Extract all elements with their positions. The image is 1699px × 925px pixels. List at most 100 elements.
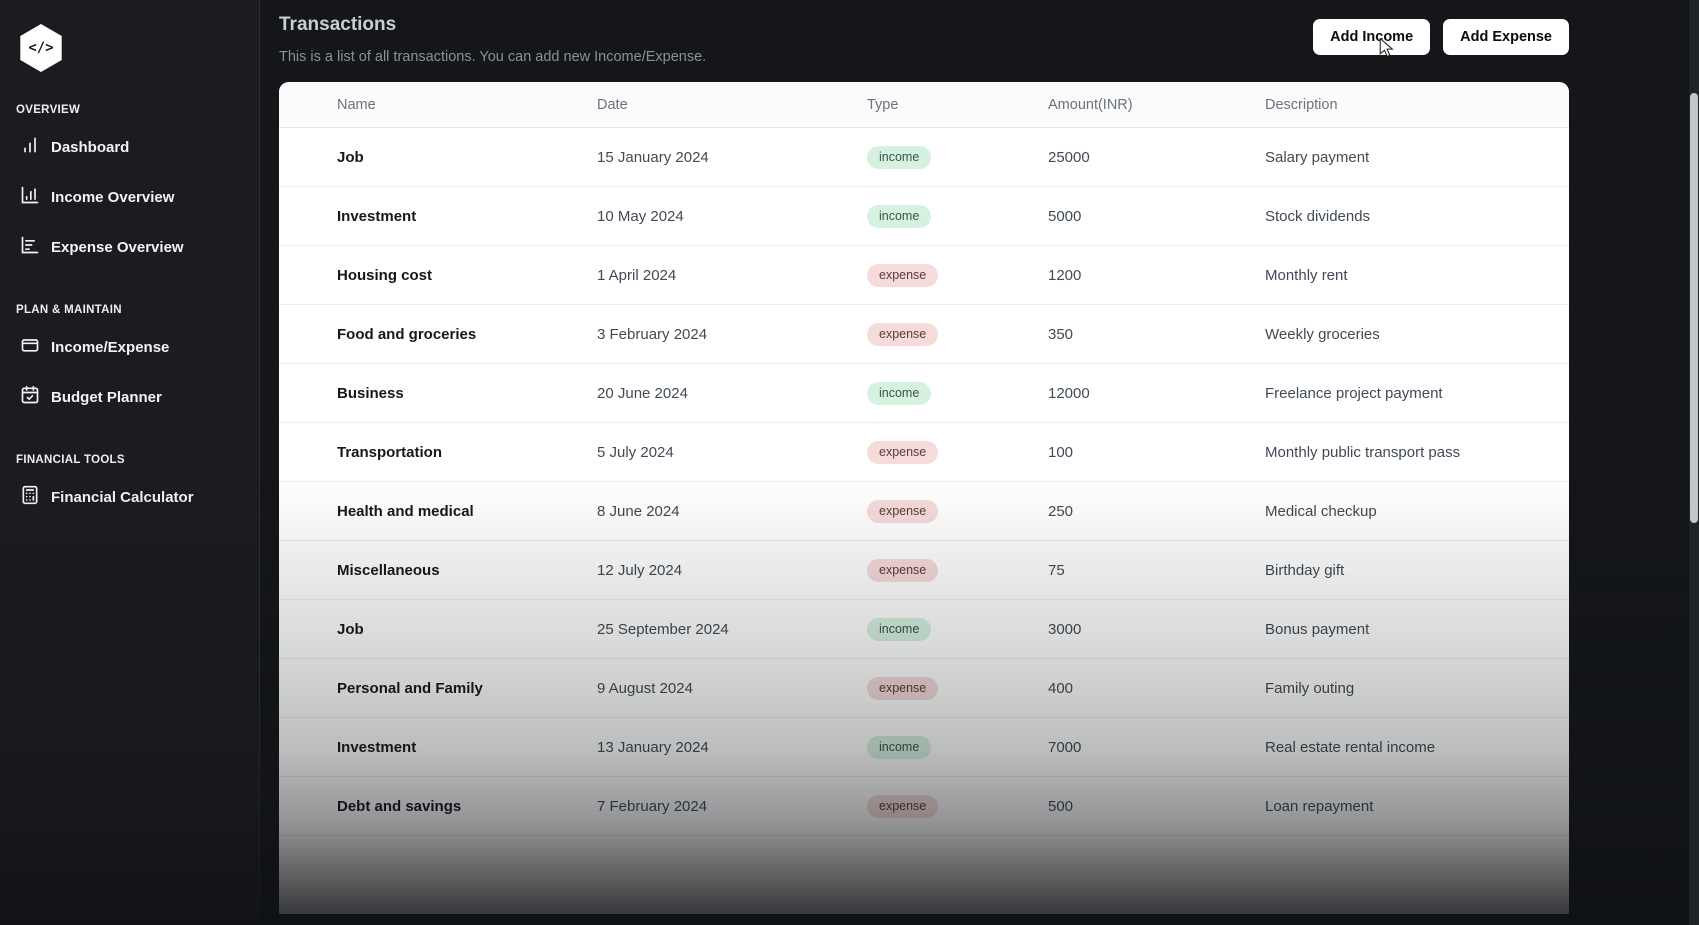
type-badge: expense — [867, 263, 939, 287]
transaction-name: Transportation — [337, 443, 443, 461]
table-row[interactable]: Job 15 January 2024 income 25000 Salary … — [279, 128, 1569, 187]
transaction-name: Investment — [337, 207, 417, 225]
transaction-description: Real estate rental income — [1265, 738, 1436, 756]
transaction-date: 10 May 2024 — [597, 207, 684, 225]
table-body: Job 15 January 2024 income 25000 Salary … — [279, 128, 1569, 836]
type-badge: expense — [867, 440, 939, 464]
transaction-amount: 500 — [1048, 797, 1074, 815]
transaction-name: Health and medical — [337, 502, 474, 520]
transaction-date: 9 August 2024 — [597, 679, 693, 697]
transaction-name: Miscellaneous — [337, 561, 440, 579]
table-row[interactable]: Debt and savings 7 February 2024 expense… — [279, 777, 1569, 836]
transaction-name: Food and groceries — [337, 325, 477, 343]
app-logo[interactable]: </> — [20, 24, 62, 72]
transaction-amount: 5000 — [1048, 207, 1082, 225]
table-row[interactable]: Miscellaneous 12 July 2024 expense 75 Bi… — [279, 541, 1569, 600]
type-badge: expense — [867, 558, 939, 582]
sidebar-item-income-overview[interactable]: Income Overview — [16, 172, 243, 222]
page-header: Transactions This is a list of all trans… — [279, 14, 1569, 65]
transaction-amount: 250 — [1048, 502, 1074, 520]
transaction-date: 20 June 2024 — [597, 384, 688, 402]
add-income-button[interactable]: Add Income — [1313, 19, 1431, 55]
transaction-amount: 75 — [1048, 561, 1065, 579]
transaction-amount: 3000 — [1048, 620, 1082, 638]
transaction-name: Debt and savings — [337, 797, 462, 815]
wallet-icon — [20, 335, 40, 359]
table-row[interactable]: Investment 10 May 2024 income 5000 Stock… — [279, 187, 1569, 246]
transaction-name: Job — [337, 620, 364, 638]
transaction-date: 1 April 2024 — [597, 266, 677, 284]
type-badge: expense — [867, 322, 939, 346]
transaction-amount: 12000 — [1048, 384, 1090, 402]
transaction-description: Salary payment — [1265, 148, 1370, 166]
type-badge: expense — [867, 794, 939, 818]
type-badge: income — [867, 145, 932, 169]
table-row[interactable]: Health and medical 8 June 2024 expense 2… — [279, 482, 1569, 541]
transaction-amount: 100 — [1048, 443, 1074, 461]
scrollbar-thumb[interactable] — [1690, 93, 1698, 523]
transaction-description: Birthday gift — [1265, 561, 1345, 579]
transaction-description: Loan repayment — [1265, 797, 1374, 815]
sidebar-item-label: Income/Expense — [51, 338, 170, 356]
type-badge: income — [867, 204, 932, 228]
type-badge: income — [867, 617, 932, 641]
column-header-name: Name — [337, 96, 376, 113]
transaction-amount: 25000 — [1048, 148, 1090, 166]
type-badge: expense — [867, 499, 939, 523]
transaction-date: 5 July 2024 — [597, 443, 674, 461]
add-expense-button[interactable]: Add Expense — [1443, 19, 1569, 55]
table-row[interactable]: Food and groceries 3 February 2024 expen… — [279, 305, 1569, 364]
header-actions: Add Income Add Expense — [1313, 14, 1569, 55]
sidebar-item-label: Financial Calculator — [51, 488, 194, 506]
transaction-name: Business — [337, 384, 404, 402]
sidebar-item-label: Expense Overview — [51, 238, 184, 256]
sidebar-section-financial-tools: FINANCIAL TOOLS — [16, 454, 125, 466]
transaction-date: 8 June 2024 — [597, 502, 680, 520]
sidebar-item-financial-calculator[interactable]: Financial Calculator — [16, 472, 243, 522]
transactions-table: Name Date Type Amount(INR) Description J… — [279, 82, 1569, 914]
table-row[interactable]: Personal and Family 9 August 2024 expens… — [279, 659, 1569, 718]
transaction-date: 7 February 2024 — [597, 797, 708, 815]
column-header-type: Type — [867, 96, 899, 113]
transaction-description: Stock dividends — [1265, 207, 1371, 225]
scrollbar-track[interactable] — [1689, 0, 1699, 925]
sidebar-section-plan-maintain: PLAN & MAINTAIN — [16, 304, 122, 316]
sidebar-section-overview: OVERVIEW — [16, 104, 81, 116]
income-overview-icon — [20, 185, 40, 209]
transaction-description: Weekly groceries — [1265, 325, 1380, 343]
column-header-description: Description — [1265, 96, 1338, 113]
sidebar-item-label: Income Overview — [51, 188, 175, 206]
table-row[interactable]: Transportation 5 July 2024 expense 100 M… — [279, 423, 1569, 482]
transaction-date: 13 January 2024 — [597, 738, 709, 756]
transaction-description: Medical checkup — [1265, 502, 1377, 520]
page-subtitle: This is a list of all transactions. You … — [279, 49, 707, 65]
type-badge: income — [867, 381, 932, 405]
sidebar-item-expense-overview[interactable]: Expense Overview — [16, 222, 243, 272]
sidebar-item-dashboard[interactable]: Dashboard — [16, 122, 243, 172]
transaction-description: Freelance project payment — [1265, 384, 1443, 402]
sidebar-item-label: Dashboard — [51, 138, 130, 156]
transaction-name: Personal and Family — [337, 679, 483, 697]
column-header-date: Date — [597, 96, 628, 113]
page-title: Transactions — [279, 14, 397, 35]
table-row[interactable]: Job 25 September 2024 income 3000 Bonus … — [279, 600, 1569, 659]
transaction-description: Monthly public transport pass — [1265, 443, 1461, 461]
sidebar: </> OVERVIEW Dashboard Income Overview E… — [0, 0, 260, 925]
transaction-date: 12 July 2024 — [597, 561, 683, 579]
table-row[interactable]: Housing cost 1 April 2024 expense 1200 M… — [279, 246, 1569, 305]
transaction-amount: 400 — [1048, 679, 1074, 697]
table-header: Name Date Type Amount(INR) Description — [279, 82, 1569, 128]
transaction-date: 25 September 2024 — [597, 620, 729, 638]
transaction-description: Monthly rent — [1265, 266, 1348, 284]
expense-overview-icon — [20, 235, 40, 259]
table-row[interactable]: Business 20 June 2024 income 12000 Freel… — [279, 364, 1569, 423]
sidebar-item-budget-planner[interactable]: Budget Planner — [16, 372, 243, 422]
sidebar-item-income-expense[interactable]: Income/Expense — [16, 322, 243, 372]
transaction-description: Family outing — [1265, 679, 1355, 697]
transaction-description: Bonus payment — [1265, 620, 1370, 638]
table-row[interactable]: Investment 13 January 2024 income 7000 R… — [279, 718, 1569, 777]
column-header-amount: Amount(INR) — [1048, 96, 1133, 113]
calendar-check-icon — [20, 385, 40, 409]
main-content: Transactions This is a list of all trans… — [261, 0, 1699, 925]
transaction-amount: 350 — [1048, 325, 1074, 343]
